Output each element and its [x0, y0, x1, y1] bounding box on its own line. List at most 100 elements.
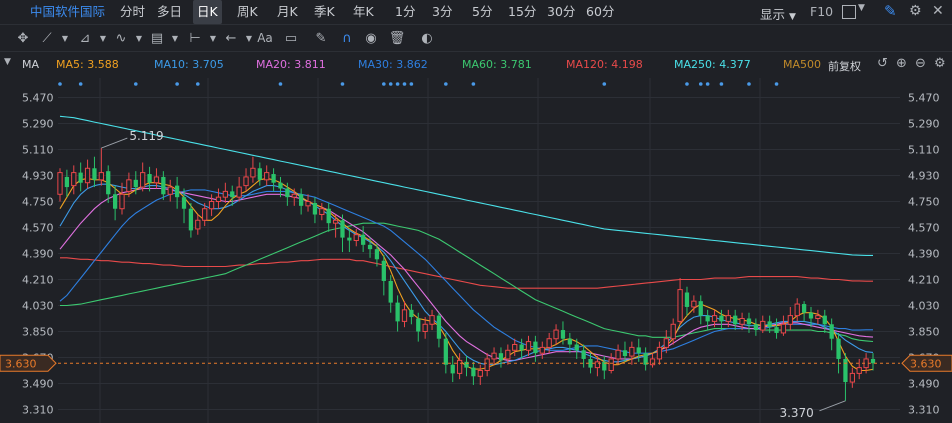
ma-item-ma30[interactable]: MA30: 3.862: [358, 58, 428, 71]
wave-tool-icon[interactable]: ∿: [115, 30, 127, 46]
chevron-down-icon[interactable]: ▼: [61, 33, 69, 43]
ma-line-ma250: [59, 115, 873, 256]
candle-body: [153, 176, 160, 184]
candle-body: [443, 338, 448, 365]
tab-9[interactable]: 5分: [472, 4, 493, 19]
event-marker: [78, 82, 83, 86]
text-tool-icon[interactable]: Aa: [257, 31, 273, 45]
candle-body: [498, 353, 504, 361]
candle-body: [670, 323, 676, 340]
candle-body: [843, 358, 848, 383]
candle-body: [319, 208, 325, 216]
candle-body: [815, 315, 821, 320]
low-price-label: 3.370: [779, 406, 813, 420]
candle-body: [698, 301, 703, 316]
ma-item-ma10[interactable]: MA10: 3.705: [154, 58, 224, 71]
channel-tool-icon[interactable]: ⊿: [79, 30, 91, 46]
y-tick-label-right: 4.570: [908, 222, 940, 235]
trash-icon[interactable]: 🗑: [388, 30, 406, 46]
candle-body: [112, 194, 118, 209]
tab-4[interactable]: 月K: [277, 4, 298, 19]
ma-item-ma120[interactable]: MA120: 4.198: [566, 58, 643, 71]
checkbox-icon[interactable]: [842, 5, 856, 19]
tab-11[interactable]: 30分: [547, 4, 576, 19]
pen-icon[interactable]: ✎: [884, 2, 897, 20]
tab-6[interactable]: 年K: [353, 4, 374, 19]
candlestick-chart[interactable]: 5.470 5.470 5.290 5.290 5.110 5.110 4.930 4.930…: [0, 78, 952, 423]
candle-body: [92, 168, 97, 180]
settings-icon[interactable]: ⚙: [934, 56, 946, 71]
candle-body: [208, 201, 215, 210]
event-marker: [382, 82, 386, 86]
line-tool-icon[interactable]: ⟋: [42, 30, 52, 46]
tab-0[interactable]: 分时: [120, 4, 146, 19]
y-tick-label-left: 4.390: [22, 248, 54, 261]
event-marker: [58, 82, 62, 86]
chevron-down-icon[interactable]: ▼: [171, 33, 179, 43]
tab-12[interactable]: 60分: [586, 4, 615, 19]
settings-icon[interactable]: ⚙: [909, 3, 922, 19]
chevron-down-icon[interactable]: ▼: [4, 57, 11, 67]
range-tool-icon[interactable]: ⊢: [189, 30, 201, 46]
candle-body: [374, 249, 380, 260]
tab-2[interactable]: 日K: [193, 0, 222, 24]
chevron-down-icon[interactable]: ▼: [99, 33, 107, 43]
move-icon[interactable]: ✥: [17, 30, 29, 46]
magnet-icon[interactable]: ∩: [342, 30, 352, 46]
ma-label: MA: [22, 58, 40, 71]
candle-body: [505, 349, 511, 360]
display-dropdown[interactable]: 显示 ▼: [760, 4, 796, 23]
eye-icon[interactable]: ◉: [365, 30, 377, 46]
candle-body: [436, 315, 442, 339]
tab-3[interactable]: 周K: [237, 4, 258, 19]
f10-button[interactable]: F10: [810, 4, 834, 19]
candle-body: [347, 237, 352, 241]
candle-body: [519, 344, 524, 351]
pen-icon[interactable]: ✎: [315, 30, 327, 46]
chevron-down-icon[interactable]: ▼: [245, 33, 253, 43]
chevron-down-icon[interactable]: ▼: [858, 3, 865, 13]
undo-icon[interactable]: ↺: [877, 56, 888, 71]
tab-5[interactable]: 季K: [314, 4, 335, 19]
y-tick-label-right: 4.750: [908, 196, 940, 209]
tab-8[interactable]: 3分: [432, 4, 453, 19]
candle-body: [264, 172, 270, 181]
fib-tool-icon[interactable]: ▤: [150, 30, 164, 46]
candle-body: [250, 167, 256, 178]
candle-body: [691, 300, 697, 308]
ma-item-ma60[interactable]: MA60: 3.781: [462, 58, 532, 71]
toggle-icon[interactable]: ◐: [421, 30, 433, 46]
ma-item-ma500[interactable]: MA500: [783, 58, 822, 71]
candle-body: [456, 359, 463, 374]
candle-body: [760, 320, 766, 331]
candle-body: [161, 176, 166, 195]
tab-10[interactable]: 15分: [508, 4, 537, 19]
stock-name-label[interactable]: 中国软件国际: [30, 4, 106, 19]
candle-body: [174, 185, 180, 198]
candle-body: [739, 318, 745, 325]
event-marker: [471, 82, 476, 86]
tab-7[interactable]: 1分: [395, 4, 416, 19]
candle-body: [574, 344, 579, 351]
zoom-in-icon[interactable]: ⊕: [896, 56, 907, 71]
ma-item-ma20[interactable]: MA20: 3.811: [256, 58, 326, 71]
current-price-badge-left: [0, 354, 57, 372]
comment-tool-icon[interactable]: ▭: [284, 30, 298, 46]
chevron-down-icon[interactable]: ▼: [135, 33, 143, 43]
candle-body: [147, 174, 152, 183]
y-tick-label-right: 3.490: [908, 378, 940, 391]
candle-body: [381, 260, 386, 281]
candle-body: [312, 202, 318, 215]
event-marker: [395, 82, 400, 86]
arrow-tool-icon[interactable]: ←: [225, 30, 237, 46]
chevron-down-icon[interactable]: ▼: [209, 33, 217, 43]
y-tick-label-right: 4.210: [908, 274, 940, 287]
candle-body: [464, 361, 469, 368]
ma-item-ma5[interactable]: MA5: 3.588: [56, 58, 119, 71]
ma-item-ma250[interactable]: MA250: 4.377: [674, 58, 751, 71]
close-icon[interactable]: ✕: [932, 3, 944, 19]
adjust-mode-label[interactable]: 前复权: [828, 60, 861, 73]
tab-1[interactable]: 多日: [157, 4, 183, 19]
zoom-out-icon[interactable]: ⊖: [915, 56, 926, 71]
event-marker: [685, 82, 689, 86]
